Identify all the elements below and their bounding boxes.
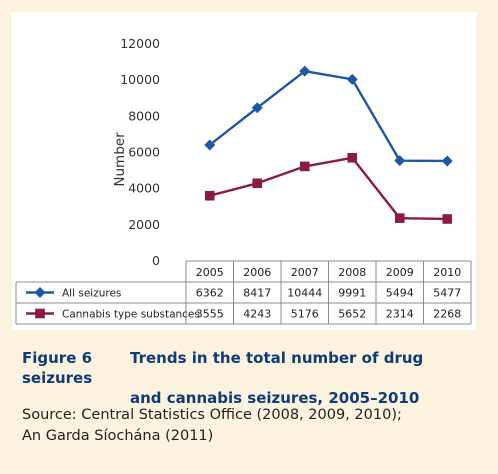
figure-number: Figure 6 [22, 349, 93, 367]
table-value-series-1: 9991 [338, 287, 366, 300]
data-point-series-2 [394, 213, 405, 223]
y-tick-label: 6000 [128, 145, 160, 160]
table-value-series-1: 5477 [433, 287, 461, 300]
x-category-label: 2005 [196, 266, 224, 279]
figure-title-line2: and cannabis seizures, 2005–2010 [130, 389, 420, 407]
legend-marker-series-2 [35, 308, 45, 319]
data-point-series-2 [252, 178, 263, 189]
data-point-series-1 [394, 155, 406, 167]
data-point-series-2 [299, 161, 310, 172]
table-value-series-2: 5176 [291, 308, 319, 321]
y-tick-label: 0 [152, 253, 160, 268]
data-point-series-2 [204, 190, 215, 201]
source-note: Source: Central Statistics Office (2008,… [22, 405, 482, 447]
legend-label-series-1: All seizures [62, 288, 121, 300]
data-point-series-2 [347, 152, 358, 163]
data-point-series-1 [346, 73, 358, 85]
x-category-label: 2009 [386, 266, 414, 279]
data-point-series-1 [441, 155, 453, 167]
figure-title-line1: Trends in the total number of drug seizu… [22, 349, 424, 387]
y-tick-label: 8000 [128, 108, 160, 123]
data-point-series-2 [442, 214, 453, 224]
data-point-series-1 [299, 65, 311, 77]
legend-label-series-2: Cannabis type substances [62, 309, 200, 321]
source-line1: Source: Central Statistics Office (2008,… [22, 407, 402, 423]
table-value-series-2: 5652 [338, 308, 366, 321]
table-value-series-1: 10444 [287, 287, 322, 300]
source-line2: An Garda Síochána (2011) [22, 428, 214, 444]
x-category-label: 2010 [433, 266, 461, 279]
table-value-series-2: 4243 [243, 308, 271, 321]
table-value-series-1: 8417 [243, 287, 271, 300]
x-category-label: 2007 [291, 266, 319, 279]
line-chart: 0 2000 4000 6000 8000 10000 12000 Number 2005 200… [15, 36, 472, 325]
x-category-label: 2008 [338, 266, 366, 279]
chart-panel: 0 2000 4000 6000 8000 10000 12000 Number 2005 200… [12, 12, 476, 330]
table-value-series-2: 2314 [386, 308, 414, 321]
x-category-label: 2006 [243, 266, 271, 279]
y-tick-label: 4000 [128, 181, 160, 196]
data-point-series-1 [251, 102, 263, 114]
series-line-2 [209, 156, 448, 221]
legend-marker-series-1 [34, 287, 46, 298]
table-value-series-1: 5494 [386, 287, 414, 300]
table-value-series-2: 3555 [196, 308, 224, 321]
data-point-series-1 [204, 139, 216, 151]
table-value-series-1: 6362 [196, 287, 224, 300]
figure-caption: Figure 6 Trends in the total number of dr… [22, 348, 482, 408]
table-value-series-2: 2268 [433, 308, 461, 321]
y-tick-label: 10000 [120, 72, 160, 87]
y-axis-label: Number [112, 132, 128, 187]
y-tick-label: 12000 [120, 36, 160, 51]
series-line-1 [209, 69, 448, 163]
y-tick-label: 2000 [128, 217, 160, 232]
